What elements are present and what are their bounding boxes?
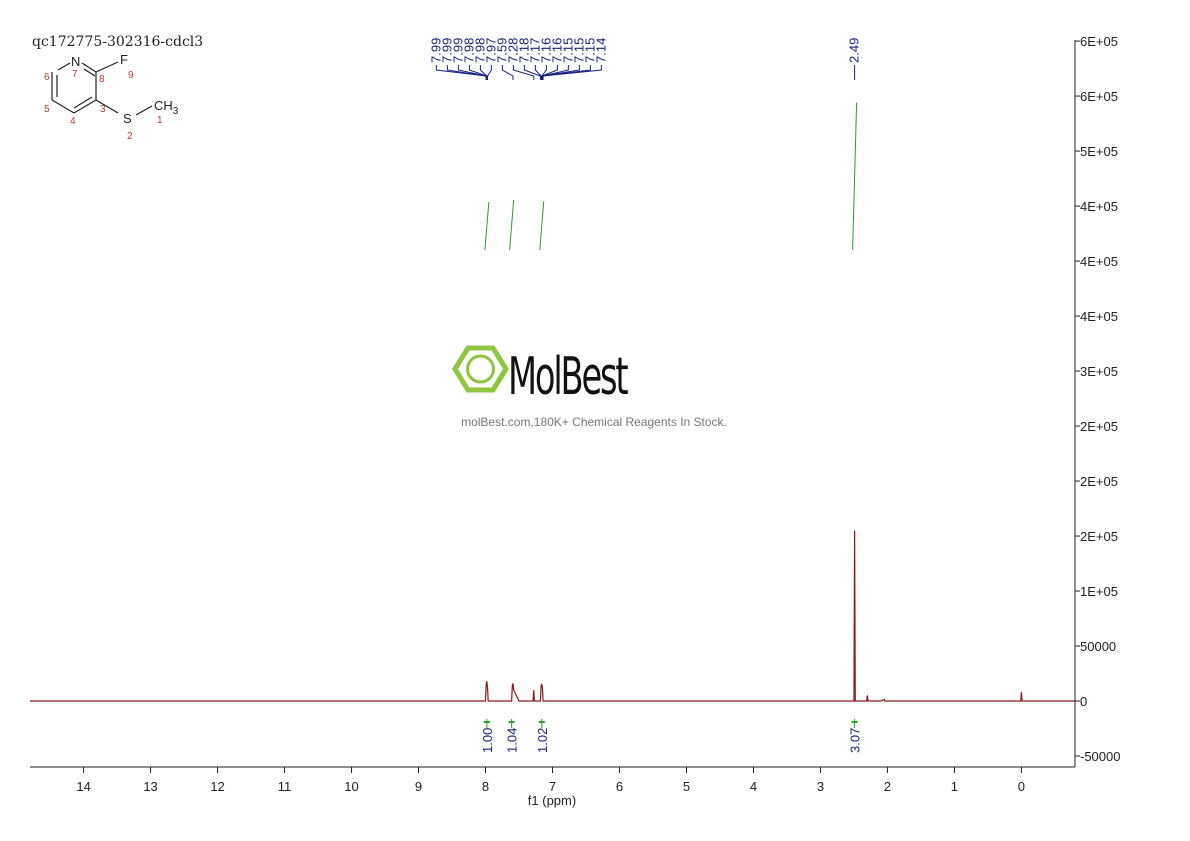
y-tick-label: 50000 [1080, 639, 1116, 654]
peak-connector [541, 65, 591, 80]
y-tick-label: -50000 [1080, 749, 1120, 764]
peak-label: 7.15 [582, 38, 597, 63]
x-tick-label: 7 [549, 779, 556, 794]
subscript: 3 [173, 106, 179, 117]
y-tick-label: 1E+05 [1080, 584, 1118, 599]
y-tick-label: 4E+05 [1080, 199, 1118, 214]
peak-connector [479, 65, 488, 80]
bond [95, 99, 119, 114]
x-tick-label: 2 [884, 779, 891, 794]
x-tick-label: 12 [210, 779, 224, 794]
atom: CH3 [154, 98, 179, 117]
locant: 8 [99, 74, 105, 85]
watermark-brand: MolBest [508, 346, 629, 407]
integral-label: 1.00 [480, 728, 495, 753]
peak-connector [523, 65, 541, 80]
peak-connector [542, 65, 602, 80]
watermark-logo [452, 345, 509, 393]
integral-label: 3.07 [848, 728, 863, 753]
y-tick-label: 0 [1080, 694, 1087, 709]
y-tick-label: 5E+05 [1080, 144, 1118, 159]
atom: CH [154, 98, 173, 113]
chart-title: qc172775-302316-cdcl3 [32, 34, 203, 50]
bond [95, 61, 119, 73]
x-tick-label: 8 [482, 779, 489, 794]
y-tick-label: 3E+05 [1080, 364, 1118, 379]
x-tick-label: 6 [616, 779, 623, 794]
integral-label: 1.02 [535, 728, 550, 753]
x-tick-label: 11 [278, 779, 292, 794]
atom: F [120, 52, 128, 67]
x-tick-label: 4 [750, 779, 757, 794]
y-tick-label: 6E+05 [1080, 34, 1118, 49]
y-tick-label: 2E+05 [1080, 419, 1118, 434]
x-tick-label: 10 [344, 779, 358, 794]
peak-label: 7.28 [505, 38, 520, 63]
atom: S [123, 111, 132, 126]
y-tick-label: 2E+05 [1080, 474, 1118, 489]
x-tick-label: 13 [143, 779, 157, 794]
peak-label: 7.17 [527, 38, 542, 63]
peak-label: 7.98 [472, 38, 487, 63]
peak-label: 7.14 [593, 38, 608, 63]
peak-label: 7.59 [494, 38, 509, 63]
y-tick-label: 6E+05 [1080, 89, 1118, 104]
x-tick-label: 0 [1018, 779, 1025, 794]
peak-label: 7.18 [516, 38, 531, 63]
integral-curve [484, 201, 490, 251]
locant: 3 [100, 104, 106, 115]
spectrum [30, 530, 1075, 702]
peak-connector [512, 65, 535, 80]
atom: N [71, 54, 80, 69]
peak-label: 7.16 [549, 38, 564, 63]
bond [135, 105, 153, 116]
peak-label: 7.99 [428, 38, 443, 63]
bond [57, 62, 71, 71]
peak-connector [501, 65, 514, 80]
x-axis-label: f1 (ppm) [528, 793, 576, 808]
y-tick-label: 4E+05 [1080, 309, 1118, 324]
bond [81, 62, 97, 73]
peak-label: 7.99 [450, 38, 465, 63]
integral-curve [509, 200, 515, 251]
locant: 6 [44, 72, 50, 83]
bond [51, 99, 75, 114]
peak-label: 7.97 [483, 38, 498, 63]
x-tick-label: 5 [683, 779, 690, 794]
structure [51, 61, 153, 116]
y-tick-label: 4E+05 [1080, 254, 1118, 269]
bond [73, 96, 93, 109]
bond [83, 68, 96, 77]
locant: 9 [128, 70, 134, 81]
peak-label: 7.99 [439, 38, 454, 63]
locant: 4 [70, 116, 76, 127]
peak-label: 7.16 [538, 38, 553, 63]
locant: 2 [127, 131, 133, 142]
x-tick-label: 3 [817, 779, 824, 794]
bond [73, 99, 97, 114]
peak-connector [457, 65, 487, 80]
integral-curve [852, 102, 858, 251]
peak-label: 7.15 [560, 38, 575, 63]
peak-connector [541, 65, 558, 80]
integral-label: 1.04 [505, 728, 520, 753]
peak-connector [534, 65, 542, 80]
y-tick-label: 2E+05 [1080, 529, 1118, 544]
locant: 1 [157, 115, 163, 126]
x-tick-label: 14 [76, 779, 90, 794]
x-tick-label: 1 [951, 779, 958, 794]
locant: 5 [44, 104, 50, 115]
peak-connector [487, 65, 492, 80]
watermark-tagline: molBest.com,180K+ Chemical Reagents In S… [461, 415, 727, 429]
peak-label: 2.49 [847, 38, 862, 63]
locant: 7 [72, 69, 78, 80]
peak-label: 7.98 [461, 38, 476, 63]
integral-curve [539, 200, 545, 251]
peak-label: 7.15 [571, 38, 586, 63]
x-tick-label: 9 [415, 779, 422, 794]
